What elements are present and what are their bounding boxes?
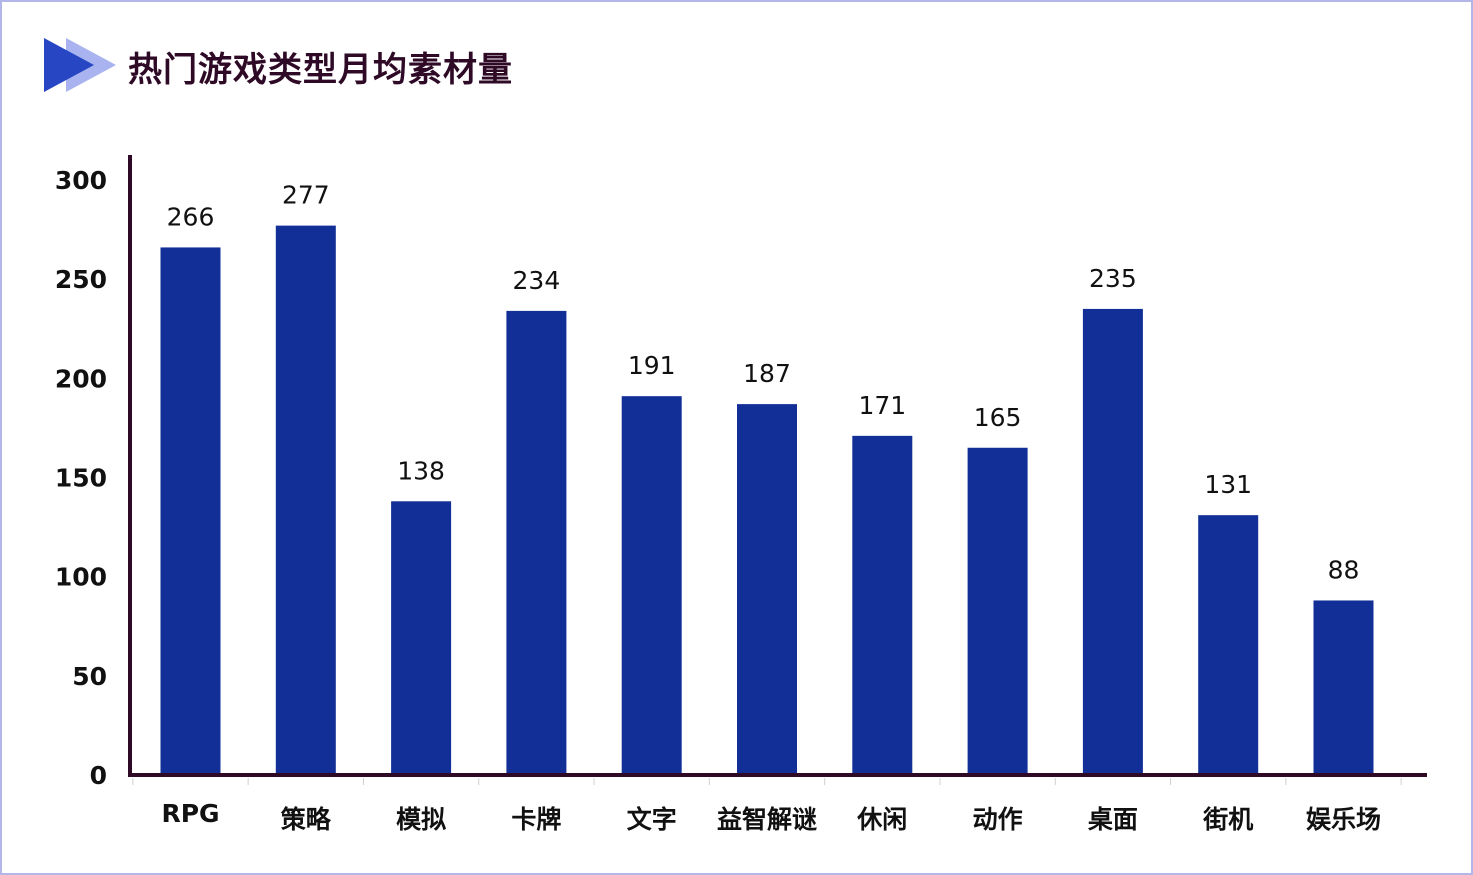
bar	[160, 247, 221, 775]
x-tick-label: RPG	[161, 799, 219, 828]
data-label: 171	[858, 391, 906, 420]
bar	[852, 435, 913, 775]
chart-title: 热门游戏类型月均素材量	[128, 50, 513, 90]
data-label: 235	[1089, 264, 1137, 293]
data-label: 187	[743, 359, 791, 388]
double-triangle-play-icon	[44, 38, 116, 92]
bar	[1313, 600, 1374, 775]
y-tick-label: 150	[55, 464, 107, 493]
y-tick-label: 50	[72, 662, 107, 691]
x-tick-label: 卡牌	[511, 805, 561, 834]
y-axis-ticks: 0 50 100 150 200 250 300	[55, 166, 107, 790]
y-tick-label: 200	[55, 364, 107, 393]
data-label: 88	[1328, 555, 1360, 584]
bar	[1198, 515, 1259, 775]
x-tick-label: 休闲	[856, 805, 907, 834]
y-tick-label: 0	[90, 761, 107, 790]
x-tick-label: 娱乐场	[1306, 805, 1381, 834]
x-tick-label: 桌面	[1088, 805, 1138, 834]
data-label: 165	[974, 403, 1022, 432]
y-tick-label: 300	[55, 166, 107, 195]
x-axis-labels: RPG 策略 模拟 卡牌 文字 益智解谜 休闲 动作 桌面 街机 娱乐场	[161, 799, 1381, 834]
bars	[160, 225, 1374, 775]
x-tick-label: 模拟	[396, 805, 446, 834]
y-tick-label: 250	[55, 265, 107, 294]
data-label: 277	[282, 181, 330, 210]
data-label: 234	[513, 266, 561, 295]
bar	[737, 404, 797, 775]
bar	[391, 501, 452, 775]
y-tick-label: 100	[55, 563, 107, 592]
x-tick-label: 街机	[1202, 805, 1253, 834]
bar	[967, 447, 1028, 775]
x-axis-minor-ticks	[132, 778, 1402, 785]
x-tick-label: 动作	[973, 805, 1023, 834]
data-label: 266	[167, 202, 215, 231]
bar	[1082, 308, 1143, 775]
x-tick-label: 文字	[627, 805, 677, 834]
bar	[506, 310, 567, 775]
bar	[621, 396, 682, 775]
data-labels: 266 277 138 234 191 187 171 165 235 131 88	[167, 181, 1360, 585]
data-label: 138	[397, 456, 445, 485]
data-label: 191	[628, 351, 676, 380]
bar	[275, 225, 336, 775]
x-tick-label: 策略	[281, 805, 332, 834]
data-label: 131	[1204, 470, 1252, 499]
x-tick-label: 益智解谜	[717, 805, 817, 834]
